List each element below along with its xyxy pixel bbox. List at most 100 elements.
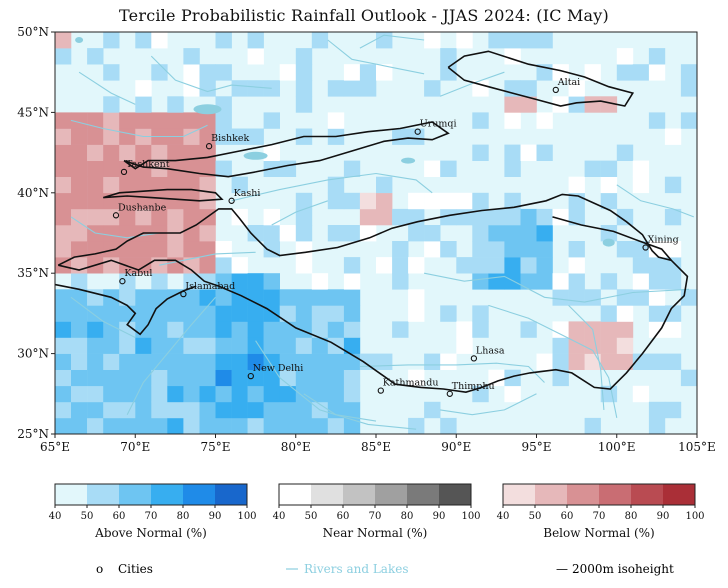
grid-cell	[584, 96, 601, 113]
grid-cell	[616, 241, 634, 258]
grid-cell	[71, 401, 88, 419]
grid-cell	[311, 273, 329, 290]
grid-cell	[376, 208, 393, 226]
grid-cell	[87, 112, 104, 129]
grid-cell	[488, 273, 505, 290]
grid-cell	[279, 369, 297, 387]
grid-cell	[71, 385, 88, 403]
lon-tick-label: 65°E	[40, 440, 70, 454]
grid-cell	[71, 369, 88, 387]
grid-cell	[55, 160, 72, 177]
grid-cell	[167, 112, 184, 129]
grid-cell	[504, 144, 521, 161]
river-line	[488, 304, 618, 419]
colorbar-tick-label: 70	[593, 511, 606, 522]
isoheight-contour	[102, 188, 224, 202]
grid-cell	[199, 305, 216, 322]
grid-cell	[472, 144, 489, 161]
grid-cell	[568, 80, 585, 97]
grid-cell	[664, 321, 682, 338]
grid-cell	[263, 369, 280, 387]
grid-cell	[55, 353, 72, 370]
grid-cell	[215, 369, 232, 387]
grid-cell	[536, 241, 553, 258]
grid-cell	[440, 417, 457, 434]
grid-cell	[392, 321, 409, 338]
grid-cell	[440, 160, 457, 177]
grid-cell	[135, 417, 152, 434]
grid-cell	[263, 225, 280, 242]
grid-cell	[311, 385, 329, 403]
grid-cell	[311, 321, 329, 338]
colorbar-swatch	[119, 484, 152, 505]
grid-cell	[135, 176, 152, 194]
grid-cell	[424, 80, 441, 97]
grid-cell	[183, 305, 200, 322]
city-marker	[247, 372, 254, 380]
grid-cell	[119, 128, 136, 145]
grid-cell	[199, 64, 216, 81]
grid-cell	[199, 225, 216, 242]
city-label: Kathmandu	[383, 378, 439, 389]
grid-cell	[327, 385, 345, 403]
grid-cell	[520, 225, 537, 242]
lon-tick-label: 80°E	[281, 440, 311, 454]
grid-cell	[600, 96, 618, 113]
colorbar-tick-label: 40	[273, 511, 286, 522]
grid-cell	[552, 64, 569, 81]
grid-cell	[167, 241, 184, 258]
grid-cell	[568, 257, 585, 274]
grid-cell	[584, 64, 601, 81]
river-line	[359, 34, 425, 49]
grid-cell	[279, 321, 297, 338]
grid-cell	[279, 417, 297, 434]
grid-cell	[263, 321, 280, 338]
grid-cell	[424, 241, 441, 258]
grid-cell	[520, 144, 537, 161]
isoheight-2000m	[55, 50, 689, 394]
rivers-and-lakes	[70, 34, 694, 430]
lake	[75, 37, 84, 43]
grid-cell	[167, 369, 184, 387]
grid-cell	[87, 369, 104, 387]
grid-cell	[488, 241, 505, 258]
grid-cell	[504, 369, 521, 387]
grid-cell	[359, 80, 377, 97]
grid-cell	[632, 289, 650, 306]
grid-cell	[295, 257, 313, 274]
grid-cell	[199, 241, 216, 258]
grid-cell	[87, 176, 104, 194]
grid-cell	[55, 417, 72, 434]
grid-cell	[167, 401, 184, 419]
grid-cell	[183, 321, 200, 338]
grid-cell	[664, 128, 682, 145]
city-marker	[112, 212, 120, 219]
colorbars: 40 50 60 70 80 90 100 Above Normal (%) 40 50 60 70 8…	[49, 483, 705, 540]
grid-cell	[183, 241, 200, 258]
grid-cell	[472, 241, 489, 258]
grid-cell	[295, 337, 313, 354]
legend-cities-label: Cities	[118, 562, 153, 576]
grid-cell	[71, 257, 88, 274]
latitude-ticks: 25°N 30°N 35°N 40°N 45°N 50°N	[17, 25, 55, 441]
grid-cell	[568, 289, 585, 306]
grid-cell	[55, 241, 72, 258]
grid-cell	[472, 225, 489, 242]
grid-cell	[103, 225, 120, 242]
grid-cell	[408, 289, 425, 306]
grid-cell	[392, 128, 409, 145]
grid-cell	[327, 353, 345, 370]
grid-cell	[295, 401, 313, 419]
grid-cell	[103, 241, 120, 258]
city-label: Tashkent	[126, 159, 170, 170]
colorbar-swatch	[599, 484, 632, 505]
colorbar-title: Near Normal (%)	[323, 526, 428, 540]
lat-tick-label: 45°N	[17, 105, 49, 119]
colorbar-tick-label: 50	[529, 511, 542, 522]
grid-cell	[183, 128, 200, 145]
grid-cell	[680, 64, 697, 81]
grid-cell	[231, 80, 248, 97]
colorbar-tick-label: 50	[305, 511, 318, 522]
grid-cell	[552, 96, 569, 113]
grid-cell	[87, 417, 104, 434]
